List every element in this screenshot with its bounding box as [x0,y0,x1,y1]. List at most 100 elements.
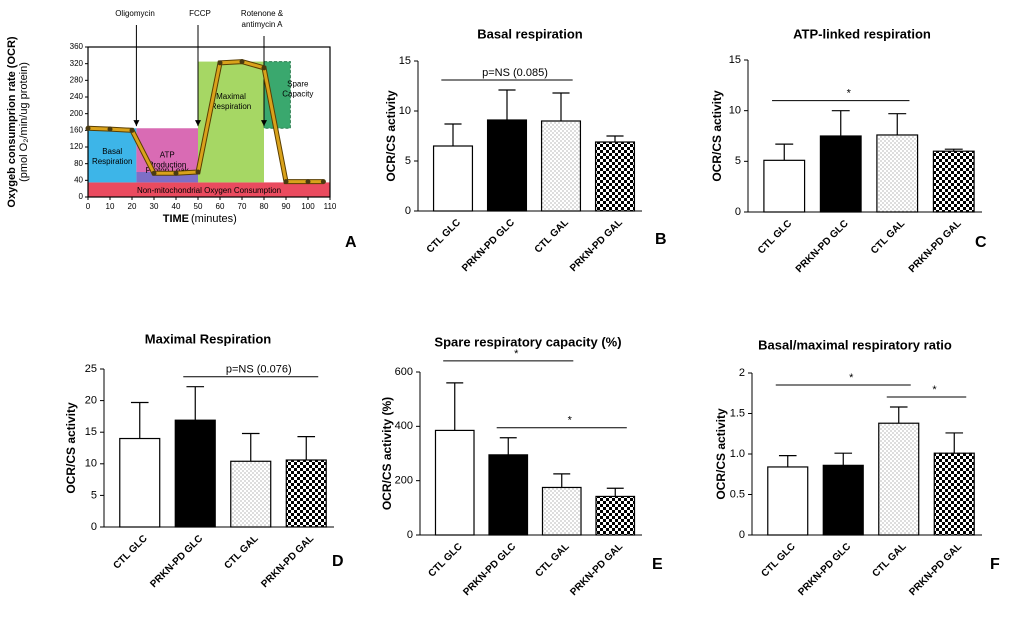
ocr-point [239,59,245,65]
ocr-point [283,179,289,185]
bar [932,150,975,213]
x-axis-label: TIME [163,213,189,225]
bar [767,466,809,536]
bar [822,464,864,536]
region [88,182,330,197]
y-tick-label: 1.5 [730,407,745,419]
y-axis-unit: (pmol O₂/min/ug protein) [18,62,30,182]
y-axis-label: Oxygeb consumprion rate (OCR) [6,36,18,207]
y-tick-label: 1.0 [730,448,745,460]
y-tick-label: 10 [729,105,741,117]
ocr-point [305,179,311,185]
region-label: Respiration [92,157,132,166]
y-tick-label: 15 [399,55,411,67]
x-tick-label: 20 [128,202,137,211]
y-tick-label: 0 [735,206,741,218]
bar [432,145,474,212]
panel-letter: D [332,553,344,570]
region-label: Non-mitochondrial Oxygen Consumption [137,186,281,195]
significance-label: p=NS (0.076) [226,364,292,376]
y-tick-label: 0 [91,521,97,533]
bar [488,454,529,536]
significance-label: * [849,372,854,384]
x-tick-label: CTL GLC [425,217,463,255]
ocr-point [129,127,135,133]
plot-frame [87,46,331,198]
injection-label: Oligomycin [115,9,155,18]
bar [595,495,636,536]
x-tick-label: CTL GAL [533,217,571,255]
y-tick-label: 160 [70,125,84,134]
ocr-point [217,60,223,66]
bar [541,486,582,536]
bar [434,429,475,536]
x-tick-label: 50 [194,202,203,211]
bar [876,134,919,213]
ocr-point [195,169,201,175]
x-tick-label: PRKN-PD GAL [907,541,964,598]
y-tick-label: 25 [85,363,97,375]
bar [119,437,161,528]
y-tick-label: 5 [405,155,411,167]
x-tick-label: PRKN-PD GLC [796,541,853,598]
y-tick-label: 10 [399,105,411,117]
y-tick-label: 0 [739,529,745,541]
region-label: Maximal [216,92,246,101]
x-tick-label: CTL GAL [869,218,907,256]
ocr-point [85,125,91,131]
x-tick-label: CTL GAL [533,541,571,579]
x-tick-label: CTL GAL [222,533,260,571]
ocr-point [320,179,326,185]
y-tick-label: 400 [395,420,413,432]
x-tick-label: 40 [172,202,181,211]
panel-letter: F [990,556,1000,573]
y-tick-label: 20 [85,395,97,407]
region-label: ATP [160,150,175,159]
y-tick-label: 80 [74,159,83,168]
y-tick-label: 600 [395,366,413,378]
x-tick-label: 90 [282,202,291,211]
x-tick-label: 80 [260,202,269,211]
chart-title: Basal/maximal respiratory ratio [758,337,952,352]
bar [540,120,582,212]
x-tick-label: CTL GLC [756,218,794,256]
y-axis-label: OCR/CS activity [384,90,398,182]
significance-label: * [568,415,573,427]
chart-title: ATP-linked respiration [793,26,931,41]
chart-title: Maximal Respiration [145,331,271,346]
y-tick-label: 0 [79,192,84,201]
y-axis-label: OCR/CS activity [64,402,78,494]
significance-label: * [932,384,937,396]
y-tick-label: 360 [70,42,84,51]
panel-letter: C [975,234,987,251]
x-tick-label: PRKN-PD GAL [259,533,316,590]
y-tick-label: 5 [91,489,97,501]
region [136,172,198,183]
region-label: Basal [102,147,122,156]
x-tick-label: 110 [324,202,337,211]
region-label: Production [148,160,186,169]
arrow-head [133,120,140,127]
ocr-point [261,65,267,71]
x-tick-label: 100 [301,202,315,211]
injection-label: FCCP [189,9,211,18]
x-tick-label: CTL GLC [426,541,464,579]
x-tick-label: 30 [150,202,159,211]
y-tick-label: 200 [70,109,84,118]
x-tick-label: PRKN-PD GLC [148,533,205,590]
panel-letter: A [345,234,357,251]
y-axis-label: OCR/CS activity [710,90,724,182]
arrow-head [195,120,201,127]
bar [878,422,920,536]
x-tick-label: PRKN-PD GAL [907,218,964,275]
bar [763,159,806,213]
y-tick-label: 200 [395,475,413,487]
x-tick-label: PRKN-PD GLC [461,541,518,598]
bar [933,452,975,536]
ocr-point [151,170,157,176]
y-tick-label: 240 [70,92,84,101]
ocr-point [107,126,113,132]
chart-title: Spare respiratory capacity (%) [434,334,621,349]
arrow-head [261,120,267,127]
panel-letter: E [652,556,663,573]
